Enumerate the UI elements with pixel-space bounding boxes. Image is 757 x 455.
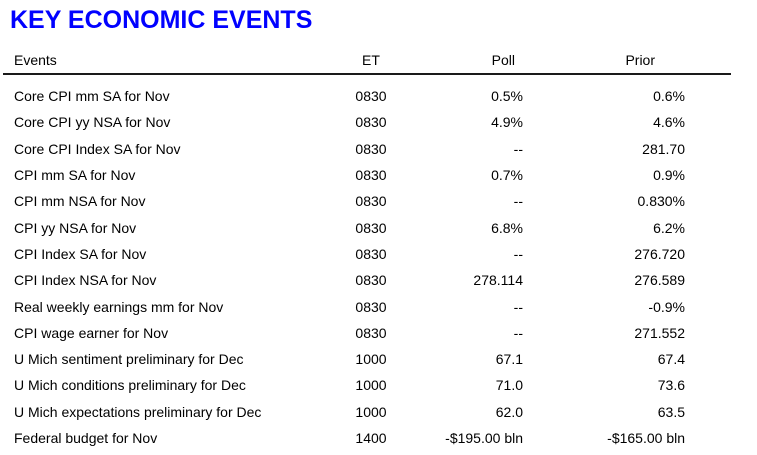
poll-value: -- [513,140,523,157]
event-name: U Mich expectations preliminary for Dec [14,403,262,420]
page-title: KEY ECONOMIC EVENTS [10,6,313,34]
table-row: Core CPI yy NSA for Nov 0830 4.9% 4.6% [3,109,731,135]
event-time: 0830 [355,167,387,184]
event-time: 1400 [355,430,387,446]
header-prior: Prior [625,52,655,68]
prior-value: 281.70 [642,140,685,157]
poll-value: 71.0 [495,377,523,394]
table-row: CPI wage earner for Nov 0830 -- 271.552 [3,320,731,346]
event-time: 1000 [355,377,387,394]
event-name: CPI mm NSA for Nov [14,193,146,210]
prior-value: 4.6% [653,114,685,131]
poll-value: 6.8% [491,219,523,236]
prior-value: 6.2% [653,219,685,236]
table-body: Core CPI mm SA for Nov 0830 0.5% 0.6% Co… [3,75,731,451]
event-name: U Mich sentiment preliminary for Dec [14,351,244,368]
prior-value: -0.9% [648,298,685,315]
table-row: U Mich conditions preliminary for Dec 10… [3,372,731,398]
prior-value: 0.9% [653,167,685,184]
prior-value: 276.589 [634,272,685,289]
header-et: ET [362,52,380,68]
table-row: CPI Index SA for Nov 0830 -- 276.720 [3,241,731,267]
table-row: U Mich sentiment preliminary for Dec 100… [3,346,731,372]
table-row: Core CPI Index SA for Nov 0830 -- 281.70 [3,136,731,162]
table-row: Core CPI mm SA for Nov 0830 0.5% 0.6% [3,83,731,109]
table-row: CPI Index NSA for Nov 0830 278.114 276.5… [3,267,731,293]
event-name: CPI Index SA for Nov [14,245,147,262]
events-table: Events ET Poll Prior Core CPI mm SA for … [3,47,731,451]
event-time: 0830 [355,140,387,157]
event-time: 0830 [355,114,387,131]
event-name: CPI Index NSA for Nov [14,272,157,289]
poll-value: -- [513,245,523,262]
event-name: CPI wage earner for Nov [14,324,169,341]
table-row: Real weekly earnings mm for Nov 0830 -- … [3,293,731,319]
event-name: CPI yy NSA for Nov [14,219,137,236]
poll-value: 4.9% [491,114,523,131]
event-time: 1000 [355,403,387,420]
event-time: 0830 [355,219,387,236]
table-row: CPI mm NSA for Nov 0830 -- 0.830% [3,188,731,214]
event-name: U Mich conditions preliminary for Dec [14,377,246,394]
prior-value: 0.830% [637,193,685,210]
prior-value: 73.6 [657,377,685,394]
event-time: 0830 [355,272,387,289]
prior-value: 271.552 [634,324,685,341]
event-name: Federal budget for Nov [14,430,158,446]
poll-value: 62.0 [495,403,523,420]
event-time: 0830 [355,245,387,262]
event-time: 0830 [355,193,387,210]
event-name: Core CPI Index SA for Nov [14,140,181,157]
poll-value: 278.114 [473,272,523,289]
event-time: 0830 [355,298,387,315]
poll-value: -- [513,324,523,341]
table-header-row: Events ET Poll Prior [3,47,731,75]
header-events: Events [14,52,57,68]
header-poll: Poll [491,52,515,68]
prior-value: 276.720 [634,245,685,262]
poll-value: 0.7% [491,167,523,184]
prior-value: 0.6% [653,88,685,105]
event-name: CPI mm SA for Nov [14,167,136,184]
event-name: Core CPI yy NSA for Nov [14,114,171,131]
prior-value: 63.5 [657,403,685,420]
event-time: 0830 [355,88,387,105]
table-row: U Mich expectations preliminary for Dec … [3,399,731,425]
event-time: 1000 [355,351,387,368]
table-row: CPI yy NSA for Nov 0830 6.8% 6.2% [3,214,731,240]
event-time: 0830 [355,324,387,341]
poll-value: -$195.00 bln [445,430,523,446]
poll-value: -- [513,298,523,315]
prior-value: -$165.00 bln [607,430,685,446]
poll-value: 67.1 [495,351,523,368]
table-row: Federal budget for Nov 1400 -$195.00 bln… [3,425,731,451]
event-name: Real weekly earnings mm for Nov [14,298,224,315]
prior-value: 67.4 [657,351,685,368]
poll-value: -- [513,193,523,210]
table-row: CPI mm SA for Nov 0830 0.7% 0.9% [3,162,731,188]
event-name: Core CPI mm SA for Nov [14,88,170,105]
poll-value: 0.5% [491,88,523,105]
